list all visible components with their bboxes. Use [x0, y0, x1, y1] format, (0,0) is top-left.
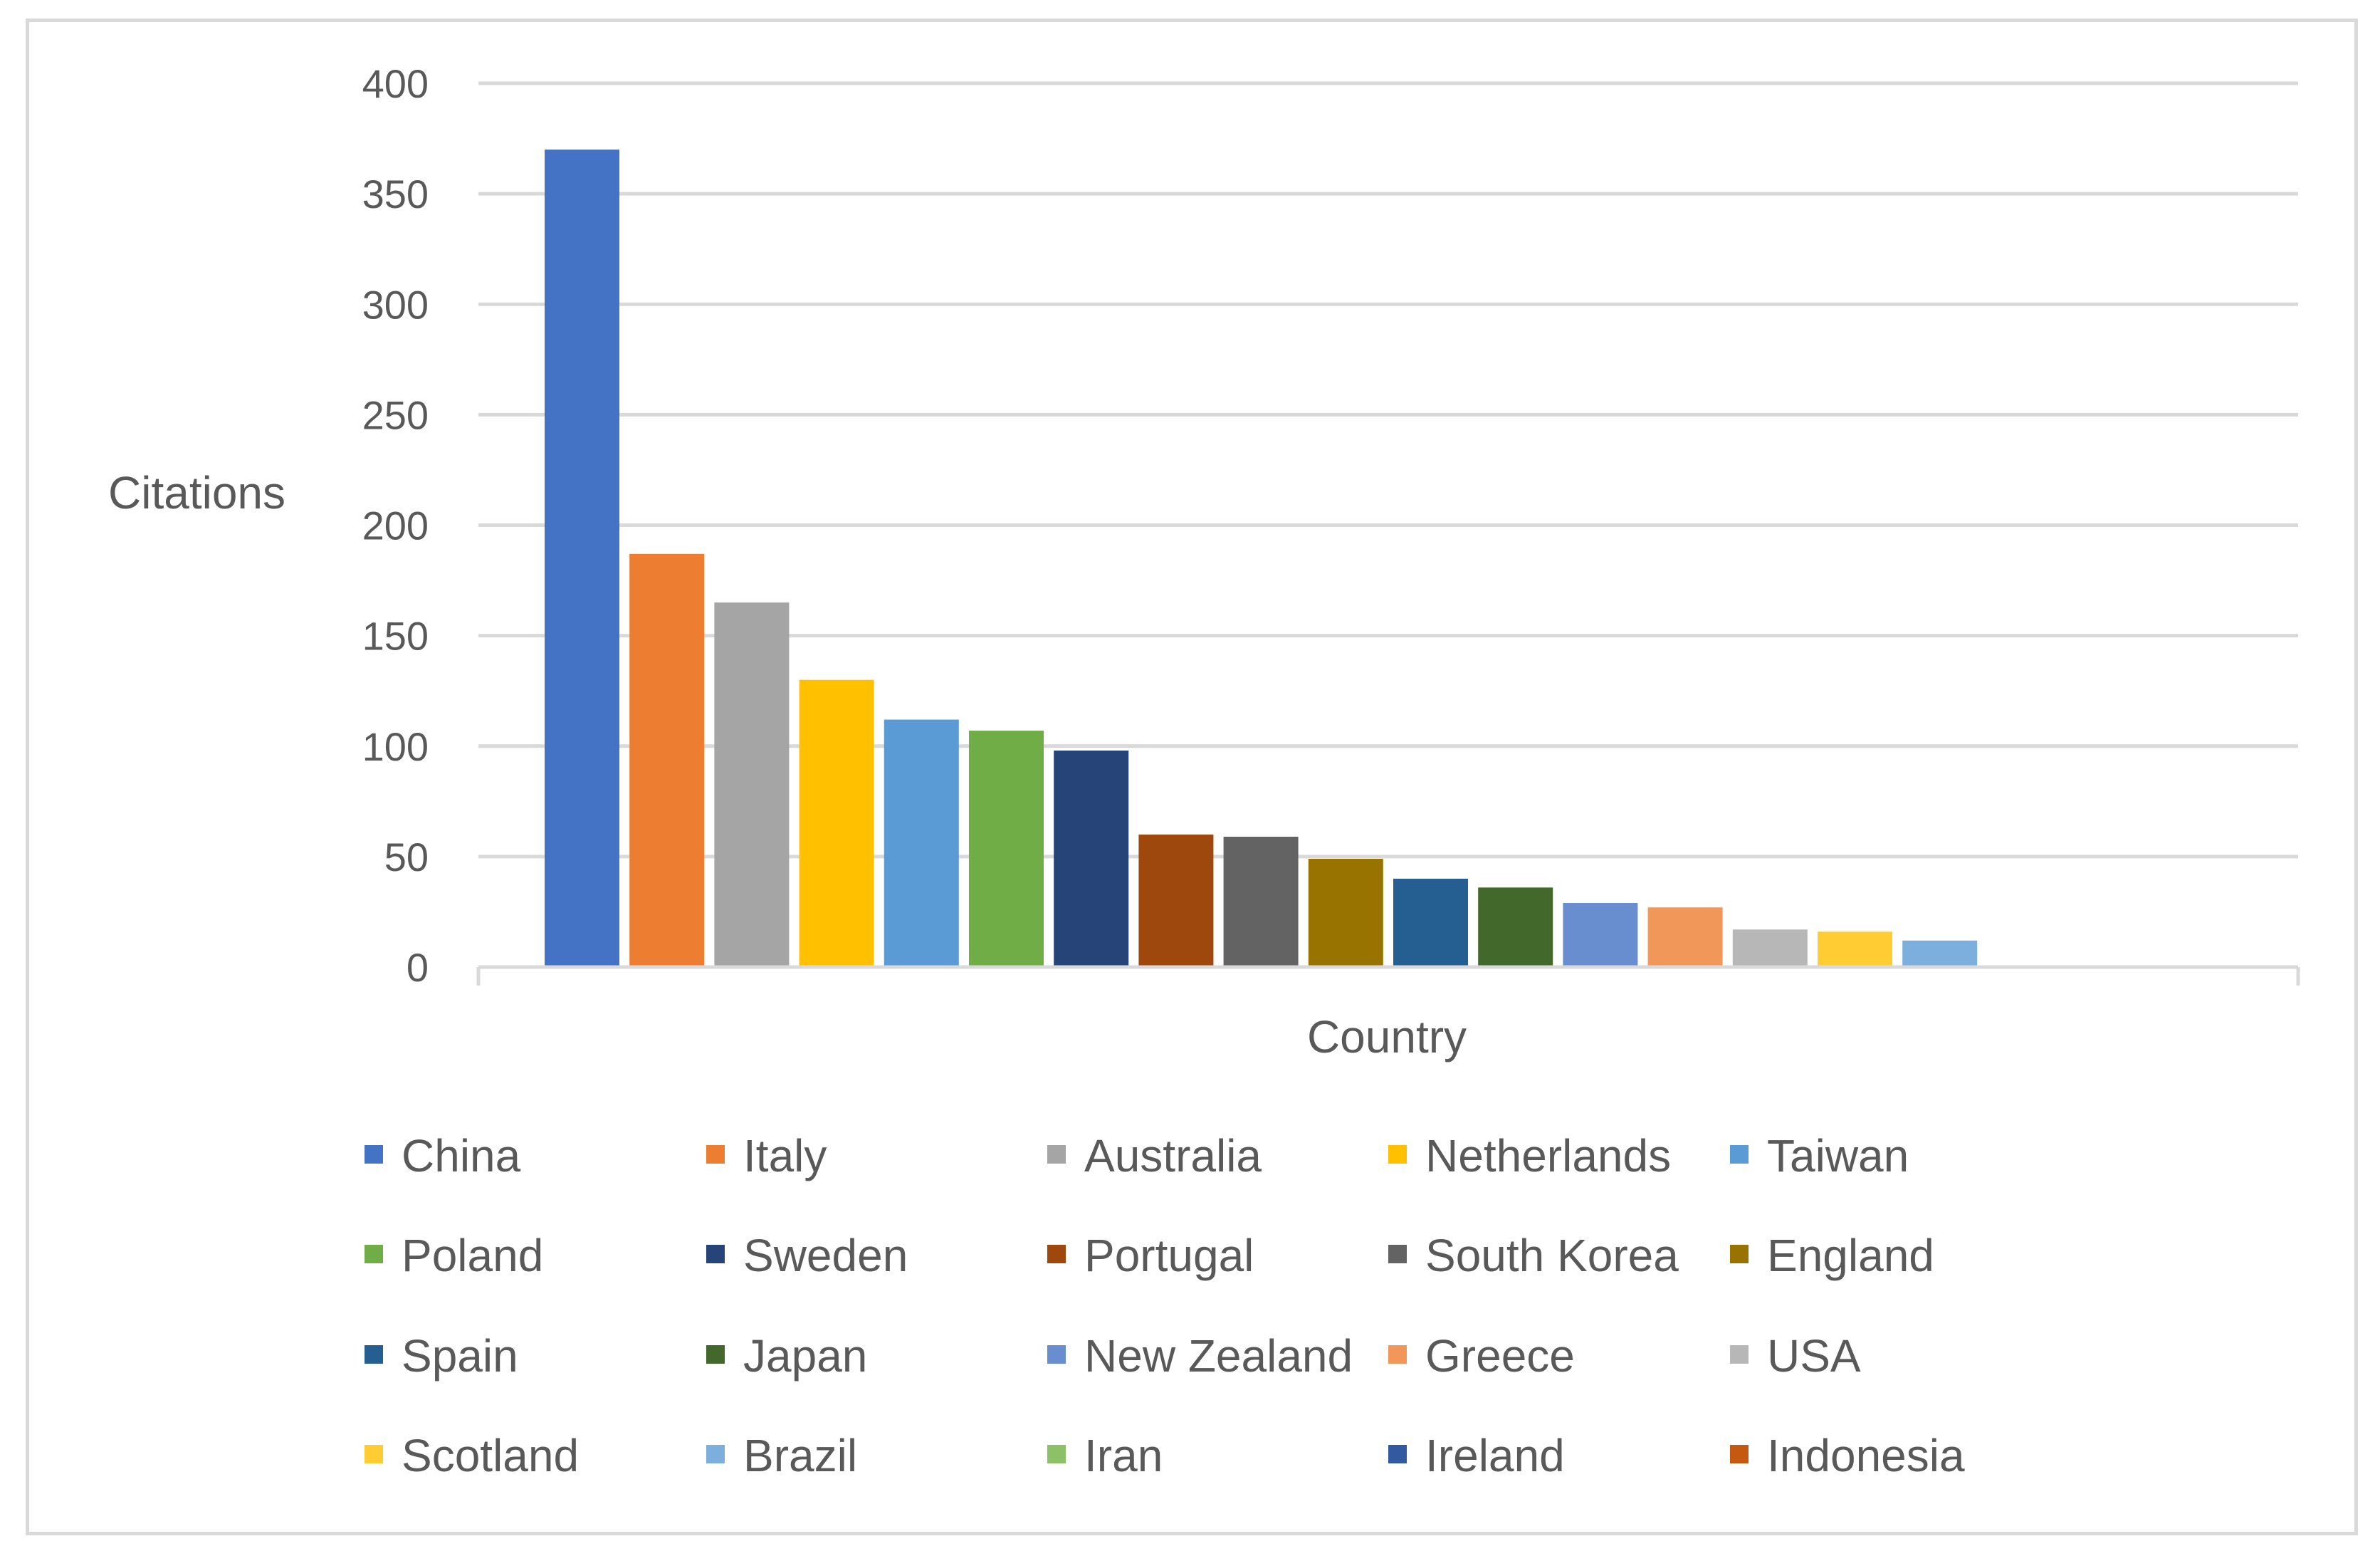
legend-label: Sweden: [743, 1230, 908, 1281]
legend-label: Ireland: [1425, 1430, 1565, 1481]
legend-item: China: [365, 1130, 521, 1181]
bar-australia: [714, 602, 790, 967]
legend-swatch: [706, 1345, 725, 1364]
legend-item: Ireland: [1388, 1430, 1565, 1481]
x-axis: [476, 965, 2300, 986]
bar-japan: [1478, 887, 1553, 967]
bar-portugal: [1138, 834, 1214, 967]
legend-label: Scotland: [402, 1430, 579, 1481]
legend-item: Iran: [1047, 1430, 1163, 1481]
bar-england: [1308, 858, 1383, 967]
legend-swatch: [1730, 1245, 1749, 1263]
bar-sweden: [1054, 750, 1129, 967]
legend-label: Japan: [743, 1330, 867, 1382]
legend-swatch: [365, 1145, 383, 1164]
legend-item: Indonesia: [1730, 1430, 1965, 1481]
legend-label: Italy: [743, 1130, 827, 1181]
bar-china: [545, 150, 619, 968]
bar-new-zealand: [1563, 903, 1638, 967]
y-tick-label: 50: [384, 835, 429, 879]
bar-italy: [629, 553, 705, 967]
legend-label: Greece: [1425, 1330, 1575, 1382]
legend-item: England: [1730, 1230, 1934, 1281]
legend-swatch: [1047, 1245, 1066, 1263]
legend-item: Italy: [706, 1130, 827, 1181]
legend-label: England: [1767, 1230, 1934, 1281]
legend-item: Netherlands: [1388, 1130, 1671, 1181]
legend-swatch: [1388, 1245, 1407, 1263]
bar-spain: [1393, 878, 1468, 967]
legend-item: Spain: [365, 1330, 518, 1382]
legend-swatch: [365, 1445, 383, 1463]
legend-swatch: [365, 1245, 383, 1263]
legend-label: Taiwan: [1767, 1130, 1909, 1181]
y-tick-label: 350: [362, 172, 429, 216]
legend-label: Poland: [402, 1230, 543, 1281]
legend-label: Brazil: [743, 1430, 857, 1481]
legend-swatch: [1047, 1345, 1066, 1364]
bar-netherlands: [799, 679, 874, 967]
bar-greece: [1647, 907, 1723, 967]
legend-swatch: [365, 1345, 383, 1364]
legend-swatch: [1047, 1145, 1066, 1164]
y-tick-label: 100: [362, 724, 429, 769]
legend-item: Japan: [706, 1330, 867, 1382]
bar-brazil: [1902, 940, 1978, 967]
legend-label: Australia: [1084, 1130, 1262, 1181]
legend-item: USA: [1730, 1330, 1861, 1382]
legend-item: Greece: [1388, 1330, 1575, 1382]
bar-scotland: [1818, 931, 1892, 967]
legend-item: Scotland: [365, 1430, 579, 1481]
legend-swatch: [1388, 1445, 1407, 1463]
legend-item: Taiwan: [1730, 1130, 1909, 1181]
legend-label: Indonesia: [1767, 1430, 1965, 1481]
legend-swatch: [1388, 1345, 1407, 1364]
legend-label: Netherlands: [1425, 1130, 1671, 1181]
legend-swatch: [1730, 1445, 1749, 1463]
legend-label: South Korea: [1425, 1230, 1679, 1281]
legend-item: South Korea: [1388, 1230, 1679, 1281]
legend-swatch: [1730, 1145, 1749, 1164]
legend-swatch: [1047, 1445, 1066, 1463]
legend-item: New Zealand: [1047, 1330, 1353, 1382]
legend-label: China: [402, 1130, 521, 1181]
legend-label: Iran: [1084, 1430, 1163, 1481]
legend-swatch: [706, 1145, 725, 1164]
legend-label: New Zealand: [1084, 1330, 1353, 1382]
y-tick-label: 200: [362, 503, 429, 548]
legend-item: Poland: [365, 1230, 543, 1281]
bar-south-korea: [1223, 836, 1299, 967]
bar-taiwan: [884, 719, 959, 967]
y-tick-label: 250: [362, 392, 429, 437]
legend-swatch: [706, 1245, 725, 1263]
chart-frame: [26, 19, 2358, 1535]
y-tick-label: 400: [362, 61, 429, 106]
legend-item: Portugal: [1047, 1230, 1254, 1281]
bar-usa: [1732, 929, 1808, 967]
y-tick-label: 0: [407, 945, 429, 990]
y-axis-title: Citations: [108, 467, 285, 518]
bar-poland: [969, 731, 1044, 967]
legend-item: Sweden: [706, 1230, 908, 1281]
legend-label: Spain: [402, 1330, 518, 1382]
bars: [545, 150, 1978, 968]
legend-item: Brazil: [706, 1430, 857, 1481]
legend-swatch: [1730, 1345, 1749, 1364]
legend-swatch: [1388, 1145, 1407, 1164]
y-axis-ticks: 0 50 100 150 200 250 300 350 400: [362, 61, 429, 990]
legend-swatch: [706, 1445, 725, 1463]
legend-item: Australia: [1047, 1130, 1262, 1181]
legend-label: Portugal: [1084, 1230, 1254, 1281]
x-axis-title: Country: [1307, 1011, 1467, 1062]
y-tick-label: 150: [362, 614, 429, 659]
legend: China Italy Australia Netherlands Taiwan Pola…: [365, 1130, 1965, 1481]
legend-label: USA: [1767, 1330, 1861, 1382]
y-tick-label: 300: [362, 282, 429, 327]
